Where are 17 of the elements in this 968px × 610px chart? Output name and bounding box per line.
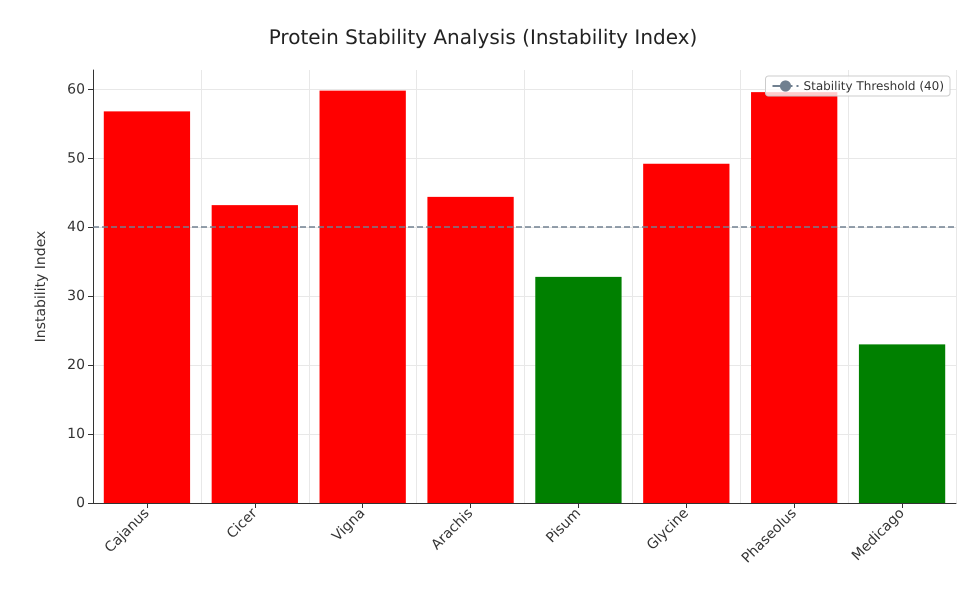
chart-title: Protein Stability Analysis (Instability Index)	[268, 25, 698, 49]
bar	[643, 164, 730, 503]
legend-label: Stability Threshold (40)	[804, 79, 944, 93]
bar	[858, 344, 946, 503]
y-tick-label: 60	[67, 81, 85, 98]
bar	[212, 205, 298, 503]
bar	[427, 196, 514, 503]
bar	[535, 276, 622, 503]
y-tick-label: 20	[67, 357, 85, 374]
bar	[104, 111, 190, 503]
y-tick-label: 50	[67, 150, 85, 166]
y-tick-label: 30	[67, 288, 85, 304]
y-tick-label: 40	[67, 219, 85, 236]
y-tick-label: 0	[76, 495, 85, 511]
bar	[320, 90, 406, 503]
y-axis-title: Instability Index	[33, 230, 49, 342]
y-tick-label: 10	[67, 426, 85, 442]
